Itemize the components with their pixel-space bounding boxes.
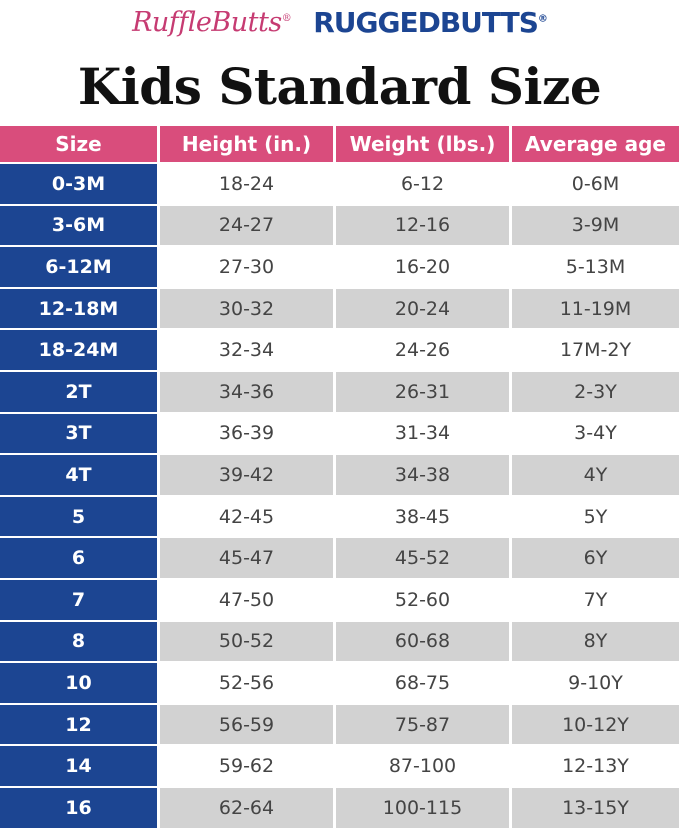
average-age-cell: 5-13M: [512, 247, 679, 289]
rufflebutts-logo: RuffleButts®: [132, 6, 292, 38]
height-cell: 52-56: [160, 663, 336, 705]
height-cell: 18-24: [160, 164, 336, 206]
average-age-cell: 5Y: [512, 496, 679, 539]
height-cell: 59-62: [160, 746, 336, 788]
height-cell: 50-52: [160, 621, 336, 664]
height-cell: 56-59: [160, 704, 336, 747]
average-age-cell: 3-4Y: [512, 413, 679, 456]
size-cell: 18-24M: [0, 330, 160, 372]
average-age-cell: 3-9M: [512, 205, 679, 248]
column-header-average-age: Average age: [512, 126, 679, 164]
weight-cell: 16-20: [336, 247, 512, 289]
size-cell: 2T: [0, 371, 160, 414]
weight-cell: 31-34: [336, 413, 512, 456]
height-cell: 39-42: [160, 455, 336, 497]
weight-cell: 60-68: [336, 621, 512, 664]
column-header-height: Height (in.): [160, 126, 336, 164]
average-age-cell: 8Y: [512, 621, 679, 664]
weight-cell: 6-12: [336, 164, 512, 206]
average-age-cell: 9-10Y: [512, 663, 679, 705]
weight-cell: 100-115: [336, 787, 512, 830]
weight-cell: 34-38: [336, 455, 512, 497]
size-cell: 6-12M: [0, 247, 160, 289]
average-age-cell: 2-3Y: [512, 371, 679, 414]
average-age-cell: 17M-2Y: [512, 330, 679, 372]
weight-cell: 24-26: [336, 330, 512, 372]
average-age-cell: 10-12Y: [512, 704, 679, 747]
weight-cell: 87-100: [336, 746, 512, 788]
height-cell: 30-32: [160, 288, 336, 331]
size-cell: 14: [0, 746, 160, 788]
height-cell: 45-47: [160, 538, 336, 580]
height-cell: 47-50: [160, 579, 336, 622]
size-cell: 10: [0, 663, 160, 705]
size-cell: 16: [0, 787, 160, 830]
weight-cell: 45-52: [336, 538, 512, 580]
weight-cell: 75-87: [336, 704, 512, 747]
average-age-cell: 11-19M: [512, 288, 679, 331]
size-chart-table: Size Height (in.) Weight (lbs.) Average …: [0, 126, 679, 830]
weight-cell: 20-24: [336, 288, 512, 331]
average-age-cell: 4Y: [512, 455, 679, 497]
size-cell: 12: [0, 704, 160, 747]
weight-cell: 12-16: [336, 205, 512, 248]
height-cell: 27-30: [160, 247, 336, 289]
weight-cell: 52-60: [336, 579, 512, 622]
size-cell: 7: [0, 579, 160, 622]
average-age-cell: 13-15Y: [512, 787, 679, 830]
average-age-cell: 12-13Y: [512, 746, 679, 788]
size-cell: 5: [0, 496, 160, 539]
height-cell: 36-39: [160, 413, 336, 456]
height-cell: 24-27: [160, 205, 336, 248]
column-header-size: Size: [0, 126, 160, 164]
size-cell: 6: [0, 538, 160, 580]
size-cell: 3-6M: [0, 205, 160, 248]
size-cell: 4T: [0, 455, 160, 497]
weight-cell: 68-75: [336, 663, 512, 705]
height-cell: 62-64: [160, 787, 336, 830]
brand-logos: RuffleButts® RUGGEDBUTTS®: [0, 0, 679, 44]
size-cell: 0-3M: [0, 164, 160, 206]
average-age-cell: 7Y: [512, 579, 679, 622]
size-cell: 12-18M: [0, 288, 160, 331]
height-cell: 42-45: [160, 496, 336, 539]
ruggedbutts-logo: RUGGEDBUTTS®: [313, 5, 548, 39]
weight-cell: 38-45: [336, 496, 512, 539]
height-cell: 32-34: [160, 330, 336, 372]
average-age-cell: 0-6M: [512, 164, 679, 206]
size-cell: 8: [0, 621, 160, 664]
size-cell: 3T: [0, 413, 160, 456]
column-header-weight: Weight (lbs.): [336, 126, 512, 164]
height-cell: 34-36: [160, 371, 336, 414]
average-age-cell: 6Y: [512, 538, 679, 580]
weight-cell: 26-31: [336, 371, 512, 414]
